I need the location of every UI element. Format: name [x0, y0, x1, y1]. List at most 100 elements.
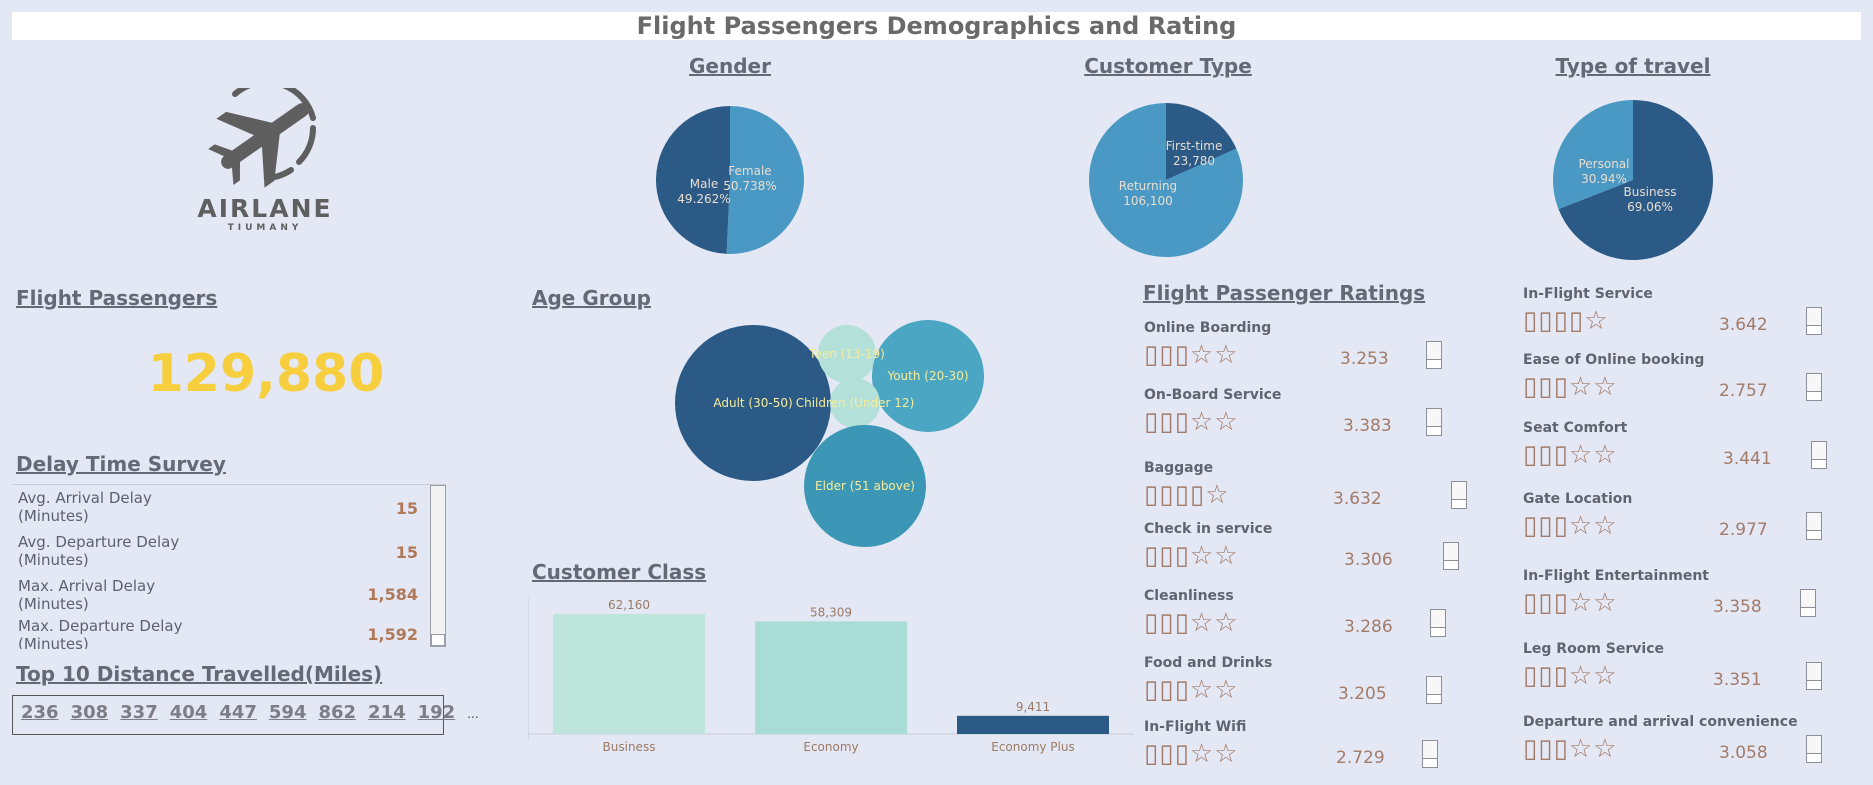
scrollbar-thumb[interactable] [1452, 499, 1466, 508]
rating-label: On-Board Service [1144, 387, 1282, 403]
dashboard-title: Flight Passengers Demographics and Ratin… [12, 12, 1861, 40]
delay-survey-table: Avg. Arrival Delay (Minutes) 15 Avg. Dep… [12, 484, 446, 649]
bubble-label: Teen (13-19) [808, 347, 885, 361]
star-rating-icon: ▯▯▯☆☆ [1144, 407, 1239, 437]
top-distance-slicer: 236 308 337 404 447 594 862 214 192... [12, 695, 479, 735]
scrollbar-thumb[interactable] [1427, 426, 1441, 435]
rating-scrollbar[interactable] [1443, 542, 1459, 570]
logo-name: AIRLANE [197, 194, 333, 223]
distance-chip[interactable]: 214 [368, 702, 406, 723]
distance-chip[interactable]: 594 [268, 702, 307, 723]
rating-value: 3.351 [1713, 670, 1762, 690]
rating-scrollbar[interactable] [1426, 408, 1442, 436]
distance-chip[interactable]: 337 [120, 702, 158, 723]
top-distance-title: Top 10 Distance Travelled(Miles) [16, 662, 383, 686]
pie-slice-value: 30.94% [1581, 172, 1627, 186]
distance-chip[interactable]: 862 [318, 702, 357, 723]
star-rating-icon: ▯▯▯☆☆ [1144, 675, 1239, 705]
delay-row-label: Max. Arrival Delay (Minutes) [18, 577, 156, 613]
star-rating-icon: ▯▯▯☆☆ [1523, 511, 1618, 541]
delay-row-value: 15 [395, 543, 418, 562]
rating-label: Leg Room Service [1523, 641, 1664, 657]
star-rating-icon: ▯▯▯☆☆ [1523, 661, 1618, 691]
bar-economy [755, 621, 907, 734]
rating-value: 3.358 [1713, 597, 1762, 617]
rating-scrollbar[interactable] [1426, 676, 1442, 704]
scrollbar-thumb[interactable] [431, 634, 445, 646]
rating-value: 3.286 [1344, 617, 1393, 637]
flight-passengers-value: 129,880 [147, 344, 385, 404]
customer-class-bar-chart: 62,160 Business 58,309 Economy 9,411 Economy … [528, 598, 1134, 754]
pie-slice [1089, 103, 1243, 257]
scrollbar-thumb[interactable] [1807, 325, 1821, 334]
rating-value: 3.205 [1338, 684, 1387, 704]
airplane-icon [208, 79, 317, 188]
rating-scrollbar[interactable] [1422, 740, 1438, 768]
airline-logo: AIRLANE TIUMANY [195, 79, 335, 238]
rating-scrollbar[interactable] [1430, 609, 1446, 637]
rating-scrollbar[interactable] [1811, 441, 1827, 469]
rating-scrollbar[interactable] [1806, 373, 1822, 401]
rating-scrollbar[interactable] [1800, 589, 1816, 617]
rating-label: In-Flight Service [1523, 286, 1653, 302]
scrollbar-thumb[interactable] [1801, 607, 1815, 616]
scrollbar-thumb[interactable] [1427, 694, 1441, 703]
bar-business [553, 614, 705, 734]
rating-scrollbar[interactable] [1806, 307, 1822, 335]
distance-chip[interactable]: 447 [219, 702, 257, 723]
scrollbar-thumb[interactable] [1812, 459, 1826, 468]
distance-chip[interactable]: 308 [70, 702, 109, 723]
bar-economy-plus [957, 715, 1109, 734]
flight-passengers-title: Flight Passengers [16, 286, 218, 310]
star-rating-icon: ▯▯▯☆☆ [1523, 440, 1618, 470]
bubble-children [830, 378, 880, 428]
distance-chip[interactable]: 236 [21, 702, 59, 723]
scrollbar-thumb[interactable] [1807, 680, 1821, 689]
pie-slice-label: Female [728, 164, 771, 178]
bar-value-label: 9,411 [1016, 700, 1050, 714]
delay-row-label: Avg. Departure Delay (Minutes) [18, 533, 180, 569]
gender-title: Gender [689, 54, 771, 78]
rating-label: Food and Drinks [1144, 655, 1273, 671]
star-rating-icon: ▯▯▯▯☆ [1144, 480, 1230, 510]
rating-scrollbar[interactable] [1806, 735, 1822, 763]
rating-scrollbar[interactable] [1426, 341, 1442, 369]
pie-slice-label: Male [690, 177, 718, 191]
rating-scrollbar[interactable] [1451, 481, 1467, 509]
rating-label: Baggage [1144, 460, 1214, 476]
scrollbar-thumb[interactable] [1444, 560, 1458, 569]
bar-category-label: Economy [803, 740, 858, 754]
rating-label: In-Flight Entertainment [1523, 568, 1709, 584]
bubble-adult [675, 325, 831, 481]
rating-value: 3.383 [1343, 416, 1392, 436]
more-distances-button[interactable]: ... [467, 707, 479, 721]
pie-slice-value: 106,100 [1123, 194, 1173, 208]
pie-slice-value: 49.262% [677, 192, 730, 206]
delay-table-scrollbar[interactable] [430, 485, 446, 647]
rating-scrollbar[interactable] [1806, 512, 1822, 540]
rating-scrollbar[interactable] [1806, 662, 1822, 690]
pie-slice-value: 23,780 [1173, 154, 1215, 168]
rating-value: 2.757 [1719, 381, 1768, 401]
bubble-label: Elder (51 above) [815, 479, 915, 493]
scrollbar-thumb[interactable] [1427, 359, 1441, 368]
distance-chip[interactable]: 192 [417, 702, 456, 723]
rating-label: Cleanliness [1144, 588, 1234, 604]
bubble-youth [872, 320, 984, 432]
pie-slice-value: 50.738% [723, 179, 776, 193]
pie-slice [1558, 100, 1713, 260]
bar-value-label: 62,160 [608, 598, 650, 612]
scrollbar-thumb[interactable] [1807, 391, 1821, 400]
customer-type-title: Customer Type [1084, 54, 1252, 78]
delay-row-value: 1,592 [367, 625, 418, 644]
scrollbar-thumb[interactable] [1431, 627, 1445, 636]
scrollbar-thumb[interactable] [1423, 758, 1437, 767]
rating-label: Online Boarding [1144, 320, 1272, 336]
distance-chip[interactable]: 404 [169, 702, 208, 723]
scrollbar-thumb[interactable] [1807, 753, 1821, 762]
star-rating-icon: ▯▯▯☆☆ [1144, 541, 1239, 571]
scrollbar-thumb[interactable] [1807, 530, 1821, 539]
rating-value: 3.441 [1723, 449, 1772, 469]
